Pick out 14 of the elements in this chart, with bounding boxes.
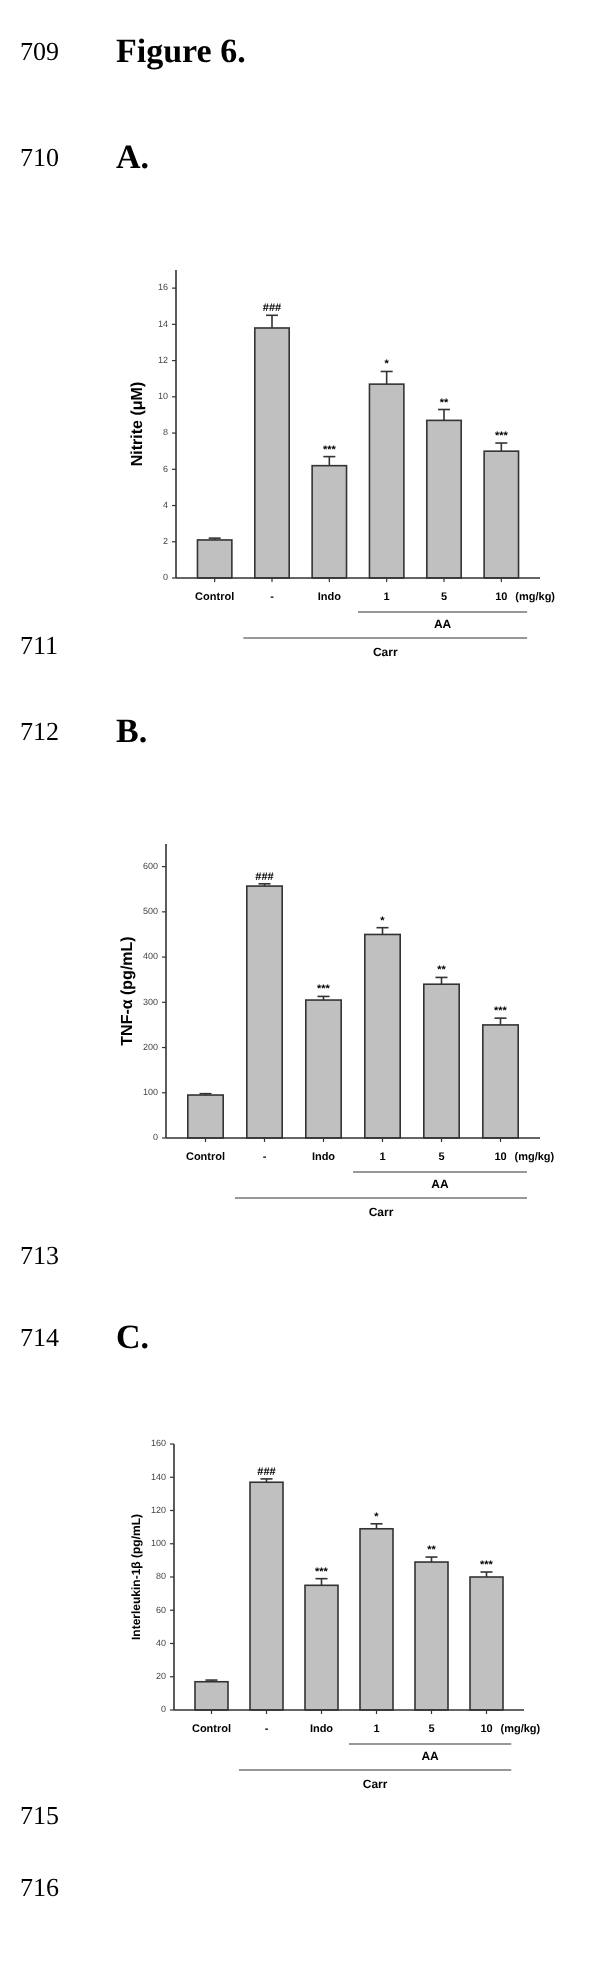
text: 711	[20, 629, 59, 660]
y-axis-title: TNF-α (pg/mL)	[118, 935, 136, 1046]
y-axis-title: Nitrite (μM)	[128, 381, 146, 467]
text: 715	[20, 1799, 59, 1830]
chart-title: B.	[116, 711, 148, 750]
text: 714	[20, 1321, 60, 1352]
caption: Figure 6.	[116, 31, 246, 70]
chart-title: A.	[116, 137, 150, 176]
chart-title: C.	[116, 1317, 150, 1356]
text: 716	[20, 1871, 60, 1902]
text: 710	[20, 141, 59, 172]
text: 709	[20, 35, 59, 66]
text: 712	[20, 715, 59, 746]
text: 713	[20, 1239, 59, 1270]
